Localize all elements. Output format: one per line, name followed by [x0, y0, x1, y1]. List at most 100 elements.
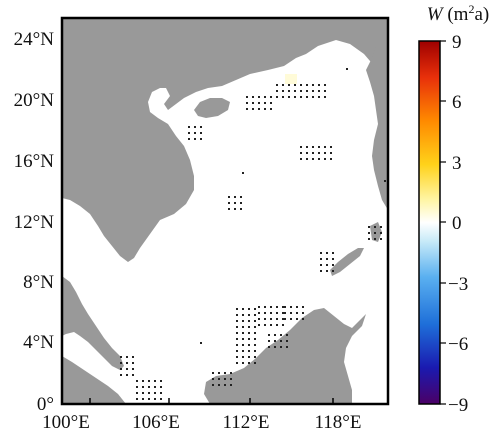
- stipple-dot: [300, 158, 302, 160]
- stipple-dot: [332, 258, 334, 260]
- stipple-dot: [294, 84, 296, 86]
- stipple-dot: [318, 96, 320, 98]
- stipple-dot: [276, 84, 278, 86]
- stipple-dot: [224, 372, 226, 374]
- stipple-dot: [374, 238, 376, 240]
- stipple-dot: [132, 356, 134, 358]
- stipple-dot: [246, 96, 248, 98]
- stipple-dot: [312, 84, 314, 86]
- stipple-dot: [302, 318, 304, 320]
- stipple-dot: [254, 344, 256, 346]
- stipple-dot: [326, 270, 328, 272]
- stipple-dot: [242, 344, 244, 346]
- stipple-dot: [248, 308, 250, 310]
- stipple-dot: [194, 132, 196, 134]
- stipple-dot: [258, 312, 260, 314]
- stipple-dot: [330, 158, 332, 160]
- stipple-dot: [254, 314, 256, 316]
- stipple-dot: [252, 102, 254, 104]
- stipple-dot: [142, 386, 144, 388]
- y-tick-label: 0°: [37, 394, 54, 415]
- stipple-dot: [324, 84, 326, 86]
- stipple-dot: [384, 180, 386, 182]
- stipple-dot: [290, 306, 292, 308]
- stipple-dot: [126, 362, 128, 364]
- stipple-dot: [326, 264, 328, 266]
- stipple-dot: [236, 314, 238, 316]
- stipple-dot: [236, 338, 238, 340]
- y-tick-label: 16°N: [14, 151, 55, 172]
- stipple-dot: [300, 90, 302, 92]
- stipple-dot: [276, 306, 278, 308]
- stipple-dot: [240, 208, 242, 210]
- colorbar-gradient: [418, 40, 441, 405]
- stipple-dot: [280, 334, 282, 336]
- stipple-dot: [236, 362, 238, 364]
- stipple-dot: [254, 308, 256, 310]
- stipple-dot: [242, 356, 244, 358]
- stipple-dot: [296, 312, 298, 314]
- stipple-dot: [282, 318, 284, 320]
- colorbar-tick-label: 0: [452, 213, 462, 234]
- stipple-dot: [312, 96, 314, 98]
- significance-stipples: [120, 68, 386, 400]
- stipple-dot: [236, 332, 238, 334]
- stipple-dot: [132, 368, 134, 370]
- stipple-dot: [218, 372, 220, 374]
- stipple-dot: [254, 326, 256, 328]
- stipple-dot: [148, 392, 150, 394]
- stipple-dot: [270, 324, 272, 326]
- anomaly-patch: [285, 74, 297, 84]
- stipple-dot: [368, 232, 370, 234]
- x-tick-label: 106°E: [132, 412, 180, 433]
- stipple-dot: [320, 264, 322, 266]
- stipple-dot: [268, 340, 270, 342]
- stipple-dot: [248, 326, 250, 328]
- stipple-dot: [194, 126, 196, 128]
- land-malay-peninsula: [62, 276, 124, 370]
- stipple-dot: [142, 380, 144, 382]
- stipple-dot: [236, 350, 238, 352]
- stipple-dot: [318, 146, 320, 148]
- stipple-dot: [318, 158, 320, 160]
- stipple-dot: [194, 138, 196, 140]
- stipple-dot: [264, 96, 266, 98]
- stipple-dot: [228, 208, 230, 210]
- stipple-dot: [160, 392, 162, 394]
- stipple-dot: [282, 324, 284, 326]
- stipple-dot: [306, 84, 308, 86]
- stipple-dot: [126, 368, 128, 370]
- y-tick-label: 4°N: [23, 332, 54, 353]
- stipple-dot: [248, 356, 250, 358]
- stipple-dot: [264, 324, 266, 326]
- stipple-dot: [324, 158, 326, 160]
- stipple-dot: [242, 338, 244, 340]
- stipple-dot: [200, 342, 202, 344]
- colorbar-tick-label: −9: [448, 395, 468, 416]
- stipple-dot: [264, 108, 266, 110]
- stipple-dot: [126, 356, 128, 358]
- stipple-dot: [248, 362, 250, 364]
- stipple-dot: [368, 226, 370, 228]
- x-axis: 100°E 106°E 112°E 118°E: [42, 398, 362, 433]
- stipple-dot: [228, 196, 230, 198]
- stipple-dot: [258, 108, 260, 110]
- stipple-dot: [280, 346, 282, 348]
- stipple-dot: [290, 318, 292, 320]
- stipple-dot: [248, 320, 250, 322]
- stipple-dot: [290, 312, 292, 314]
- land-hainan: [194, 98, 230, 118]
- stipple-dot: [254, 350, 256, 352]
- stipple-dot: [234, 208, 236, 210]
- stipple-dot: [224, 378, 226, 380]
- stipple-dot: [148, 398, 150, 400]
- stipple-dot: [330, 152, 332, 154]
- stipple-dot: [306, 158, 308, 160]
- stipple-dot: [318, 84, 320, 86]
- stipple-dot: [224, 384, 226, 386]
- stipple-dot: [306, 96, 308, 98]
- stipple-dot: [246, 108, 248, 110]
- stipple-dot: [302, 306, 304, 308]
- stipple-dot: [120, 374, 122, 376]
